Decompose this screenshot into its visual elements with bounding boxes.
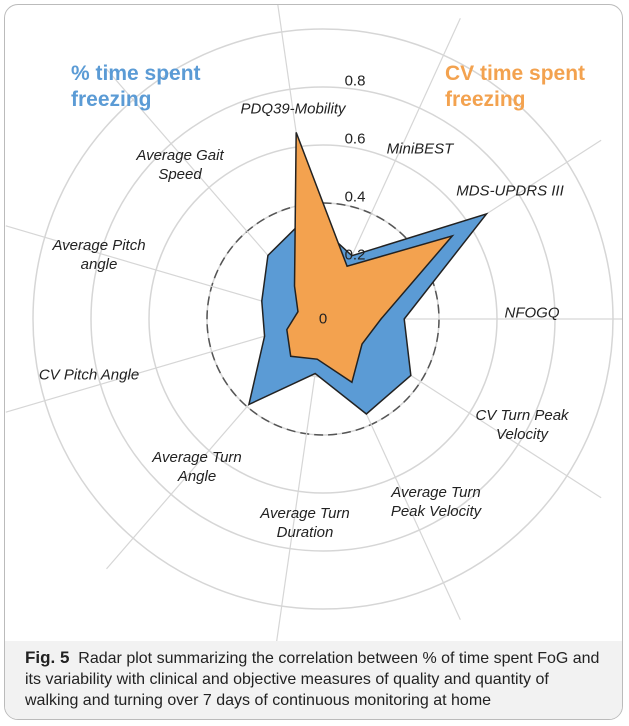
axis-label: PDQ39-Mobility — [240, 100, 346, 118]
r-tick-label: 0.6 — [344, 130, 366, 148]
axis-label: MDS-UPDRS III — [456, 182, 564, 200]
legend-entry: % time spent freezing — [71, 62, 201, 111]
legend-entry: CV time spent freezing — [445, 62, 586, 111]
r-tick-label: 0.2 — [344, 246, 366, 264]
caption-label: Fig. 5 — [25, 648, 70, 667]
axis-label: Average Gait Speed — [136, 147, 224, 183]
axis-label: NFOGQ — [504, 304, 560, 322]
axis-label: Average Pitch angle — [52, 237, 146, 273]
caption: Fig. 5 Radar plot summarizing the correl… — [5, 641, 622, 719]
chart — [5, 5, 622, 641]
axis-label: Average Turn Duration — [260, 505, 350, 541]
axis-label: CV Turn Peak Velocity — [475, 407, 569, 443]
axis-label: CV Pitch Angle — [38, 366, 140, 384]
axis-label: MiniBEST — [386, 140, 454, 158]
r-tick-label: 0.4 — [344, 188, 366, 206]
r-tick-label: 0 — [318, 310, 328, 328]
axis-label: Average Turn Peak Velocity — [390, 484, 482, 520]
figure: Fig. 5 Radar plot summarizing the correl… — [4, 4, 623, 720]
caption-text: Radar plot summarizing the correlation b… — [25, 650, 600, 709]
r-tick-label: 0.8 — [344, 72, 366, 90]
axis-label: Average Turn Angle — [152, 449, 242, 485]
radar-area — [286, 132, 455, 384]
